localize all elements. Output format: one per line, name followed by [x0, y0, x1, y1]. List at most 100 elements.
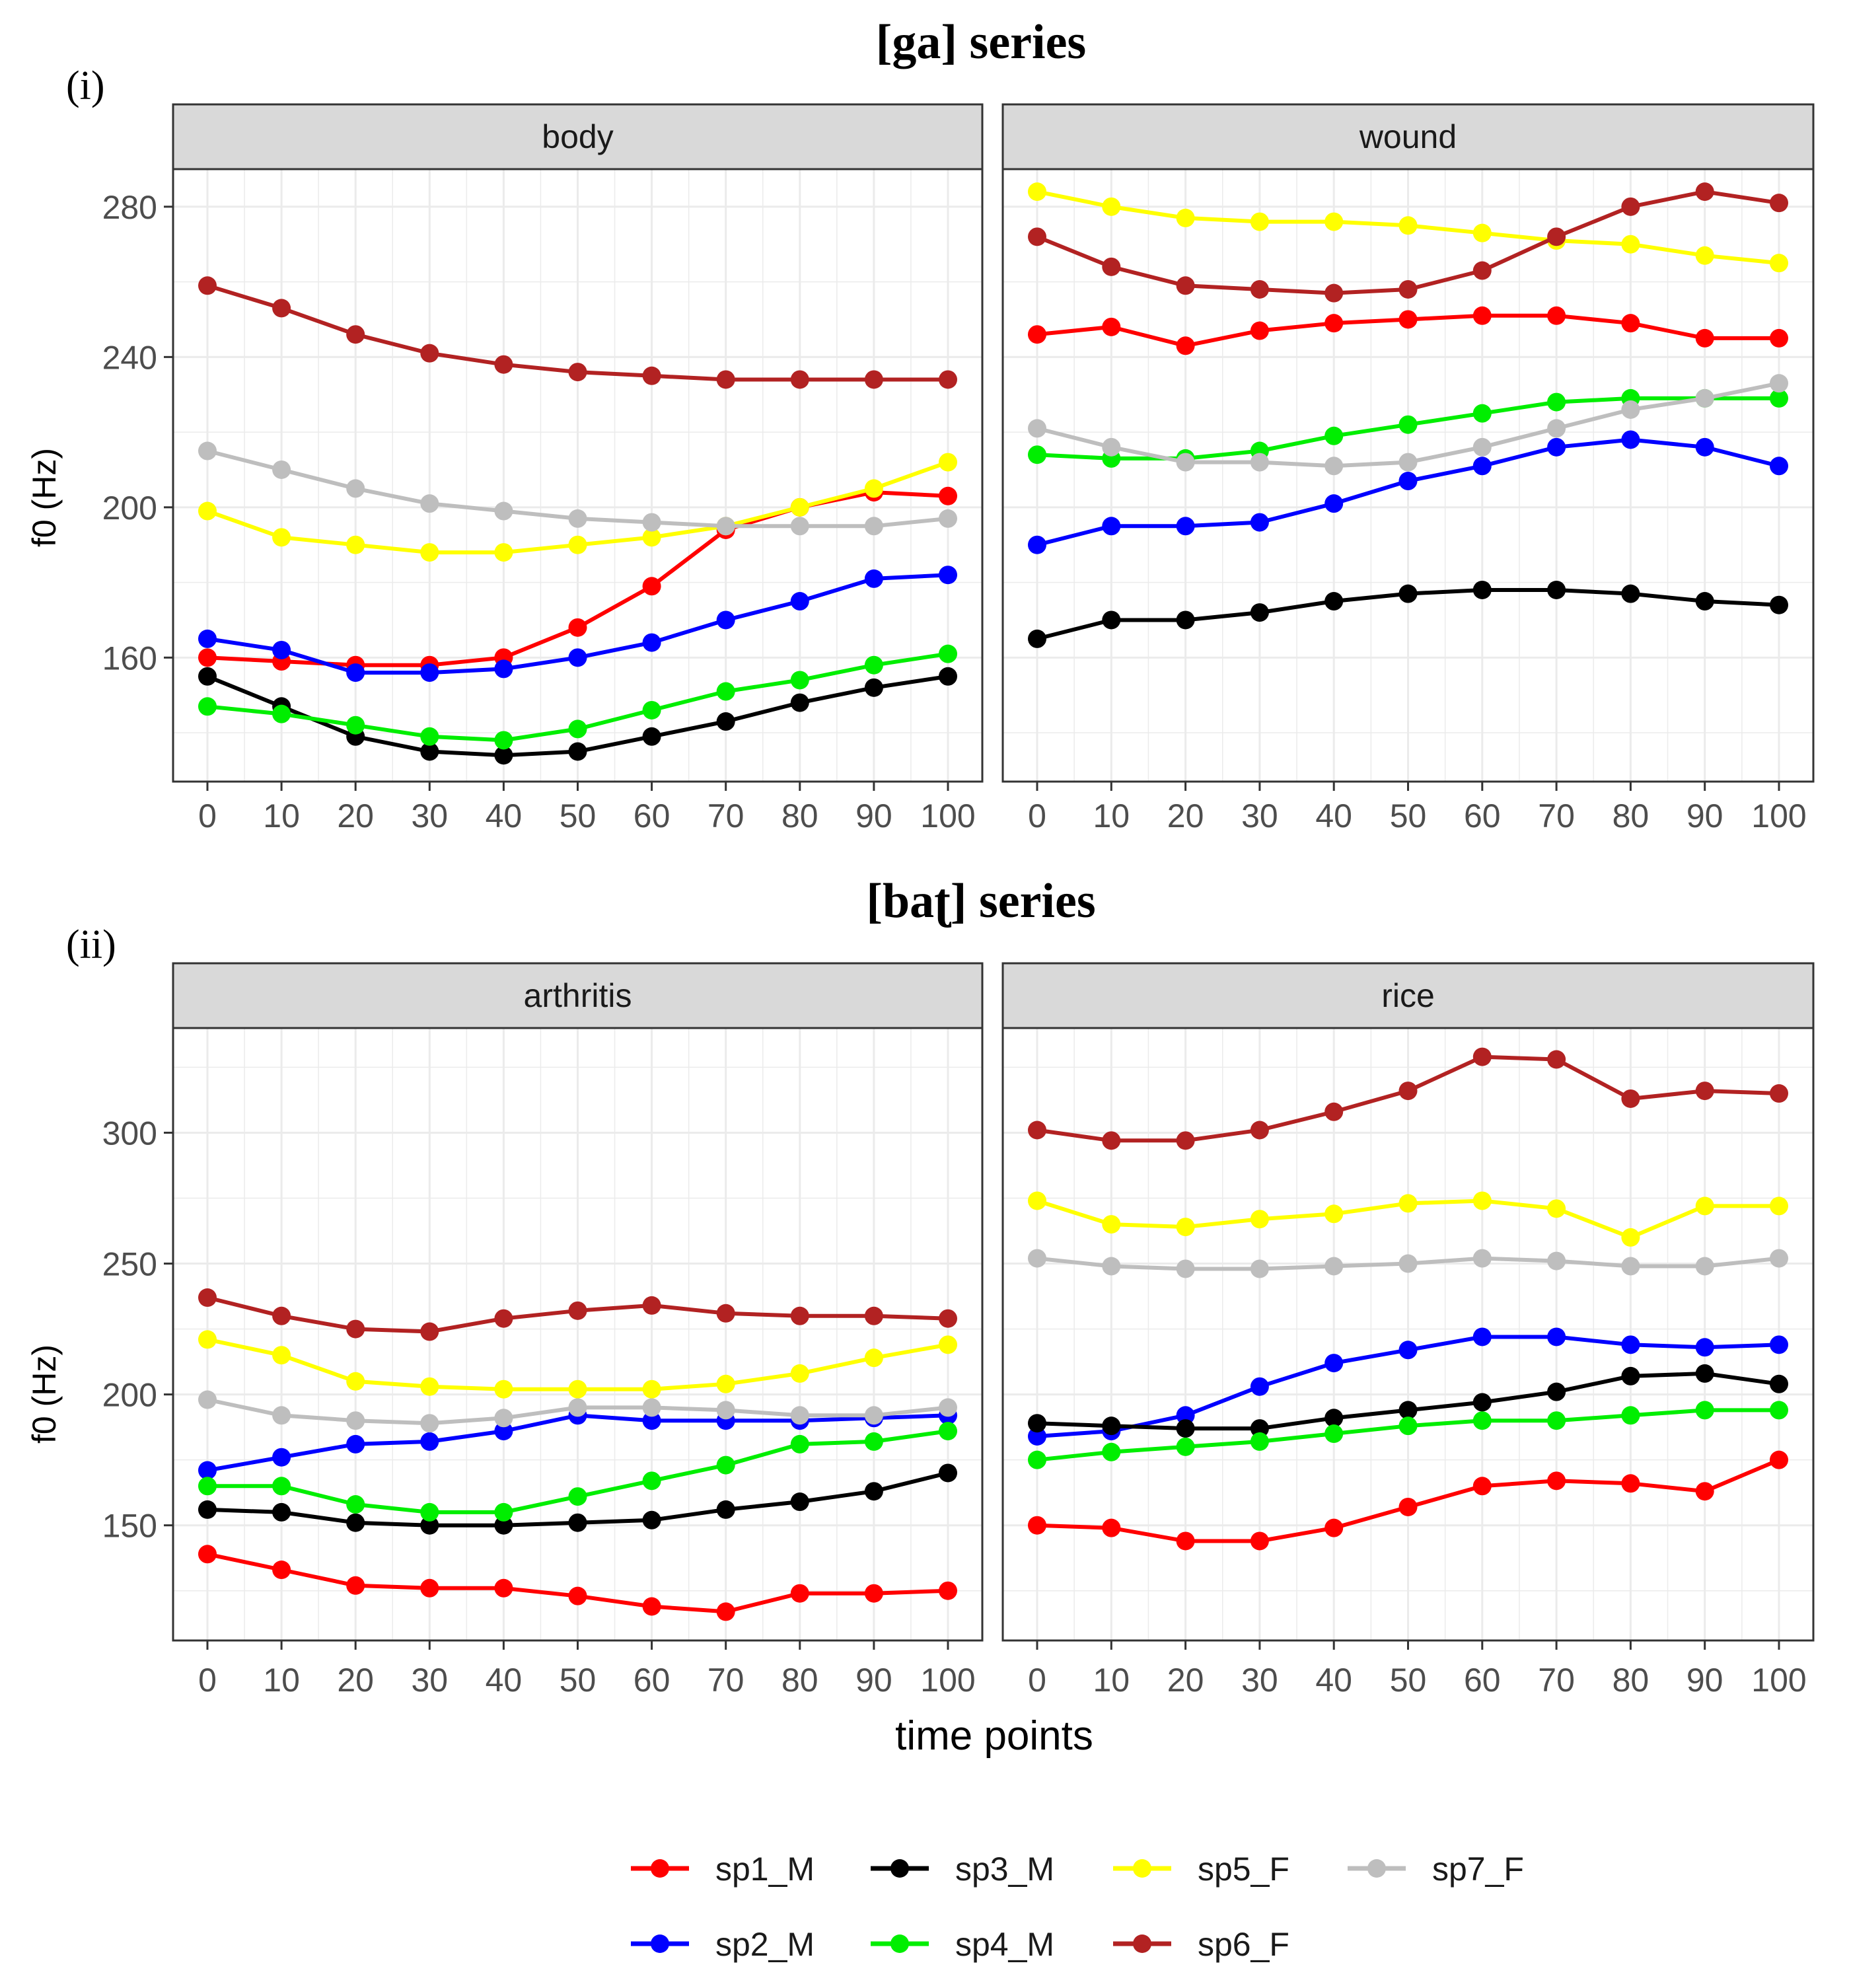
- data-point: [1547, 227, 1566, 246]
- data-point: [346, 716, 365, 735]
- data-point: [1250, 212, 1269, 231]
- data-point: [864, 1432, 883, 1451]
- legend-item-sp6_F: sp6_F: [1113, 1926, 1289, 1963]
- data-point: [864, 479, 883, 498]
- data-point: [1250, 1377, 1269, 1396]
- data-point: [1028, 419, 1046, 438]
- data-point: [568, 742, 587, 761]
- data-point: [790, 497, 809, 517]
- data-point: [1102, 1257, 1121, 1276]
- data-point: [1028, 535, 1046, 554]
- data-point: [568, 1380, 587, 1399]
- data-point: [1250, 1419, 1269, 1438]
- x-tick-label: 50: [1390, 1662, 1427, 1699]
- x-tick-label: 20: [337, 1662, 374, 1699]
- series-sp1_M-wound: [1028, 306, 1788, 355]
- x-tick-label: 10: [263, 797, 300, 834]
- data-point: [346, 1411, 365, 1430]
- data-point: [1324, 1409, 1344, 1428]
- x-tick-label: 80: [781, 797, 818, 834]
- legend-key-dot: [890, 1859, 909, 1878]
- data-point: [568, 618, 587, 637]
- series-sp2_M-wound: [1028, 430, 1788, 554]
- data-point: [1770, 374, 1788, 393]
- x-tick-label: 30: [1241, 1662, 1278, 1699]
- data-point: [1102, 197, 1121, 216]
- data-point: [1250, 1531, 1269, 1551]
- data-point: [1547, 1382, 1566, 1401]
- data-point: [642, 1411, 661, 1430]
- data-point: [642, 1296, 661, 1315]
- section-ii-label: (ii): [66, 922, 116, 967]
- data-point: [1028, 629, 1046, 648]
- strip-body: [172, 103, 984, 170]
- y-axis-label-bottom: f0 (Hz): [26, 1344, 63, 1444]
- data-point: [494, 1309, 513, 1328]
- data-point: [1695, 246, 1714, 265]
- y-tick-label: 200: [102, 490, 157, 527]
- x-tick-label: 70: [707, 797, 744, 834]
- data-point: [1472, 457, 1492, 476]
- data-point: [1250, 453, 1269, 472]
- data-point: [1250, 513, 1269, 532]
- strip-label-body: body: [542, 118, 613, 155]
- data-point: [1176, 1419, 1195, 1438]
- data-point: [1695, 328, 1714, 348]
- data-point: [1324, 1102, 1344, 1121]
- x-tick-label: 70: [1538, 1662, 1575, 1699]
- series-sp3_M-rice: [1028, 1364, 1788, 1438]
- data-point: [420, 742, 439, 761]
- data-point: [1102, 1131, 1121, 1150]
- x-tick-label: 60: [1464, 1662, 1501, 1699]
- data-point: [1472, 1249, 1492, 1268]
- data-point: [420, 344, 439, 363]
- y-tick-label: 300: [102, 1115, 157, 1152]
- section-i-label: (i): [66, 63, 105, 108]
- x-axis-label: time points: [895, 1713, 1093, 1759]
- series-sp5_F-rice: [1028, 1191, 1788, 1247]
- data-point: [346, 1513, 365, 1532]
- data-point: [1324, 283, 1344, 303]
- data-point: [1398, 1082, 1418, 1101]
- data-point: [494, 501, 513, 521]
- series-sp4_M-arthritis: [198, 1422, 957, 1522]
- data-point: [568, 1398, 587, 1417]
- y-tick-label: 250: [102, 1246, 157, 1283]
- data-point: [1324, 1354, 1344, 1373]
- data-point: [864, 370, 883, 389]
- data-point: [1250, 279, 1269, 299]
- data-point: [1621, 1089, 1640, 1108]
- data-point: [1028, 1450, 1046, 1469]
- legend-key-dot: [1133, 1934, 1151, 1953]
- data-point: [1028, 1414, 1046, 1433]
- legend-key-dot: [890, 1934, 909, 1953]
- data-point: [1102, 1442, 1121, 1461]
- data-point: [864, 1406, 883, 1425]
- data-point: [346, 1434, 365, 1454]
- data-point: [790, 1406, 809, 1425]
- data-point: [1324, 457, 1344, 476]
- series-sp3_M-wound: [1028, 580, 1788, 648]
- x-tick-label: 20: [337, 797, 374, 834]
- data-point: [1695, 1401, 1714, 1420]
- data-point: [1028, 1121, 1046, 1140]
- data-point: [1398, 1497, 1418, 1516]
- series-sp7_F-body: [198, 441, 957, 536]
- data-point: [1770, 1401, 1788, 1420]
- data-point: [272, 1561, 291, 1580]
- data-point: [1547, 1471, 1566, 1491]
- data-point: [1176, 1406, 1195, 1425]
- series-sp5_F-arthritis: [198, 1330, 957, 1399]
- data-point: [1770, 1450, 1788, 1469]
- data-point: [1547, 1251, 1566, 1270]
- data-point: [272, 1448, 291, 1467]
- data-point: [1770, 1084, 1788, 1103]
- data-point: [1176, 1531, 1195, 1551]
- data-point: [198, 1545, 217, 1564]
- data-point: [1770, 254, 1788, 273]
- data-point: [1770, 388, 1788, 408]
- data-point: [272, 1346, 291, 1365]
- data-point: [272, 1306, 291, 1325]
